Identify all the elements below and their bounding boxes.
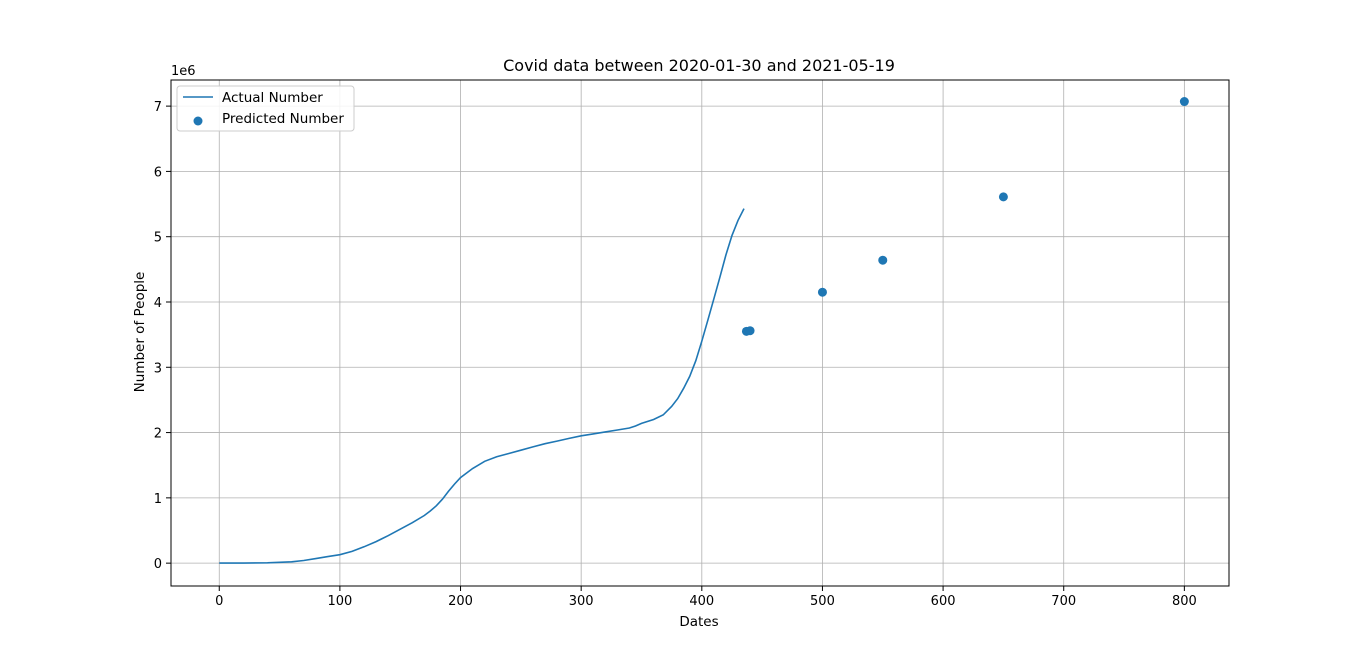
y-tick-label: 0 [154, 557, 162, 572]
scatter-point-predicted-number [1179, 97, 1189, 107]
x-tick-label: 600 [931, 594, 956, 609]
legend: Actual Number Predicted Number [176, 85, 355, 132]
y-tick-label: 7 [154, 100, 162, 115]
x-tick-label: 800 [1172, 594, 1197, 609]
x-tick-label: 300 [569, 594, 594, 609]
y-tick-label: 1 [154, 492, 162, 507]
scatter-point-predicted-number [745, 326, 755, 336]
x-tick-label: 700 [1051, 594, 1076, 609]
plot-frame [170, 79, 1230, 587]
legend-box [176, 85, 355, 132]
scatter-point-predicted-number [878, 255, 888, 265]
x-tick-label: 400 [689, 594, 714, 609]
legend-dot-icon [193, 116, 203, 126]
x-tick-label: 0 [215, 594, 223, 609]
plot-series [219, 97, 1189, 564]
y-axis-offset-label: 1e6 [171, 64, 196, 79]
x-tick-label: 500 [810, 594, 835, 609]
scatter-point-predicted-number [998, 192, 1008, 202]
x-axis-ticks: 0 100 200 300 400 500 600 700 800 [215, 586, 1197, 609]
y-axis-ticks: 0 1 2 3 4 5 6 7 [154, 100, 171, 572]
x-axis-title: Dates [679, 614, 718, 630]
legend-label: Predicted Number [222, 111, 344, 127]
x-tick-label: 200 [448, 594, 473, 609]
y-tick-label: 5 [154, 231, 162, 246]
legend-label: Actual Number [222, 90, 323, 106]
scatter-point-predicted-number [817, 287, 827, 297]
y-axis-title: Number of People [132, 272, 148, 393]
y-tick-label: 2 [154, 427, 162, 442]
y-tick-label: 3 [154, 361, 162, 376]
y-tick-label: 6 [154, 165, 162, 180]
grid [171, 80, 1229, 586]
chart-title: Covid data between 2020-01-30 and 2021-0… [503, 56, 895, 75]
series-line-actual-number [219, 208, 745, 564]
y-tick-label: 4 [154, 296, 162, 311]
x-tick-label: 100 [327, 594, 352, 609]
